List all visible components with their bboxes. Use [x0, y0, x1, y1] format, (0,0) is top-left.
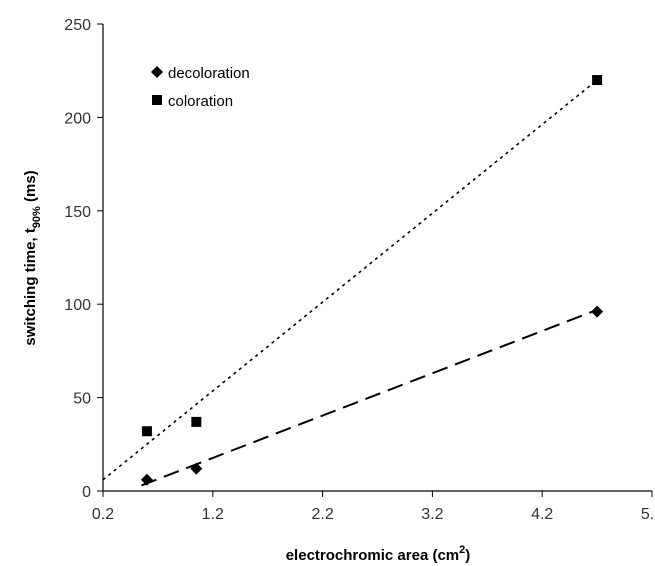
y-tick-label: 150 [64, 204, 91, 221]
point-decoloration [190, 462, 203, 475]
y-tick-label: 50 [73, 391, 91, 408]
x-tick-label: 1.2 [202, 506, 224, 523]
trendlines [102, 79, 598, 487]
x-axis-title: electrochromic area (cm2) [286, 544, 471, 564]
x-axis: 0.2 1.2 2.2 3.2 4.2 5.2 [92, 490, 655, 523]
trendline-coloration [102, 79, 598, 481]
y-tick-label: 200 [64, 110, 91, 127]
x-tick-label: 3.2 [421, 506, 443, 523]
point-coloration [592, 75, 603, 86]
y-axis-title: switching time, t90% (ms) [22, 170, 43, 345]
x-tick-label: 5.2 [641, 506, 655, 523]
x-tick-label: 4.2 [531, 506, 553, 523]
x-tick-label: 2.2 [311, 506, 333, 523]
x-tick-label: 0.2 [92, 506, 114, 523]
y-tick-label: 250 [64, 17, 91, 34]
legend: decoloration coloration [151, 65, 250, 110]
point-coloration [141, 426, 152, 437]
legend-item-coloration: coloration [152, 93, 233, 110]
point-decoloration [140, 473, 153, 486]
point-coloration [191, 416, 202, 427]
y-axis: 0 50 100 150 200 250 [64, 17, 104, 501]
y-tick-label: 100 [64, 297, 91, 314]
y-tick-label: 0 [82, 484, 91, 501]
legend-diamond-icon [151, 66, 163, 78]
legend-square-icon [152, 95, 162, 105]
point-decoloration [591, 305, 604, 318]
legend-label-decoloration: decoloration [168, 65, 250, 82]
legend-item-decoloration: decoloration [151, 65, 250, 82]
data-points [140, 75, 604, 486]
legend-label-coloration: coloration [168, 93, 233, 110]
trendline-decoloration [141, 308, 598, 487]
